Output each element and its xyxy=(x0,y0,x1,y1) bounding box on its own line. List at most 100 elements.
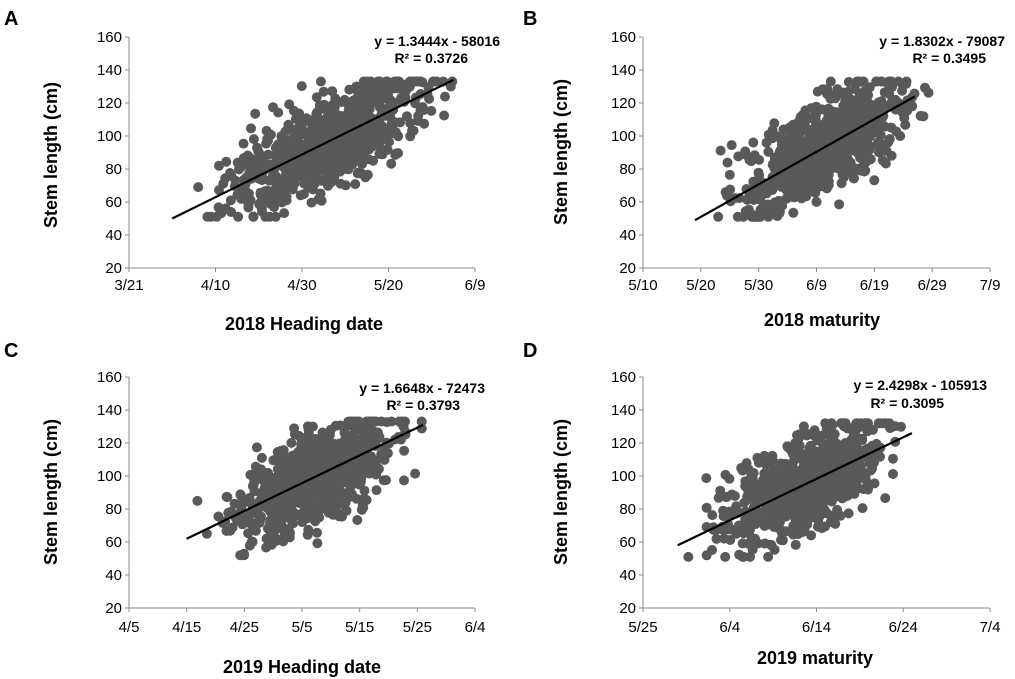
data-point xyxy=(311,458,322,469)
data-point xyxy=(232,157,243,168)
data-point xyxy=(826,426,837,436)
data-point xyxy=(405,118,416,129)
data-point xyxy=(416,416,427,427)
x-tick-label: 5/20 xyxy=(686,277,715,294)
data-point xyxy=(295,447,306,457)
data-point xyxy=(766,451,777,462)
data-point xyxy=(722,157,733,168)
x-tick-label: 5/25 xyxy=(628,619,657,636)
data-point xyxy=(800,515,811,525)
data-point xyxy=(701,473,712,484)
data-point xyxy=(246,123,256,134)
data-point xyxy=(761,188,772,199)
data-point xyxy=(884,89,895,99)
data-point xyxy=(874,139,885,150)
data-point xyxy=(351,493,362,504)
data-point xyxy=(265,471,276,482)
data-point xyxy=(270,150,281,161)
data-point xyxy=(763,146,774,157)
regression-equation: y = 1.3444x - 58016 xyxy=(374,33,500,49)
data-point xyxy=(315,76,326,87)
data-point xyxy=(256,452,267,463)
data-point xyxy=(829,491,840,502)
data-point xyxy=(401,85,411,96)
data-point xyxy=(843,508,854,519)
data-point xyxy=(225,195,236,206)
data-point xyxy=(374,432,385,442)
data-point xyxy=(371,485,382,496)
data-point xyxy=(368,155,379,166)
data-point xyxy=(419,105,429,115)
data-point xyxy=(781,193,792,204)
data-point xyxy=(343,434,354,445)
data-point xyxy=(353,143,364,154)
data-point xyxy=(811,509,822,520)
x-tick-label: 6/4 xyxy=(719,619,740,636)
data-point xyxy=(839,149,850,160)
data-point xyxy=(274,179,285,189)
data-point xyxy=(298,456,308,467)
data-point xyxy=(683,551,694,562)
data-point xyxy=(741,458,752,469)
data-point xyxy=(877,155,888,166)
data-point xyxy=(239,183,250,194)
data-point xyxy=(296,81,307,92)
data-point xyxy=(802,454,813,465)
data-point xyxy=(318,160,329,171)
y-tick-label: 60 xyxy=(619,194,636,211)
r-squared-label: R² = 0.3726 xyxy=(394,50,468,66)
data-point xyxy=(327,151,338,162)
data-point xyxy=(294,108,305,119)
data-point xyxy=(789,188,800,199)
data-point xyxy=(298,189,309,200)
data-point xyxy=(307,446,318,456)
x-tick-label: 5/25 xyxy=(403,619,432,636)
data-point xyxy=(726,140,737,151)
data-point xyxy=(790,539,801,550)
data-point xyxy=(394,416,405,427)
x-tick-label: 7/9 xyxy=(980,277,1001,294)
data-point xyxy=(334,438,345,449)
data-point xyxy=(261,138,272,149)
x-tick-label: 4/10 xyxy=(201,277,230,294)
x-tick-label: 4/5 xyxy=(119,619,140,636)
data-point xyxy=(250,108,261,119)
data-point xyxy=(332,477,343,488)
trend-line xyxy=(694,95,916,222)
data-point xyxy=(713,492,724,503)
data-point xyxy=(787,463,798,474)
data-point xyxy=(399,475,409,486)
data-point xyxy=(248,211,259,222)
data-point xyxy=(273,107,284,118)
data-point xyxy=(292,462,302,473)
r-squared-label: R² = 0.3793 xyxy=(386,397,460,413)
y-tick-label: 20 xyxy=(619,600,636,617)
data-point xyxy=(218,178,229,189)
data-point xyxy=(254,156,265,167)
data-point xyxy=(854,144,865,155)
data-point xyxy=(832,504,843,515)
data-point xyxy=(850,133,861,144)
data-point xyxy=(342,163,353,174)
x-tick-label: 6/9 xyxy=(806,277,827,294)
data-point xyxy=(863,90,874,101)
scatter-plot-a: 20 40 60 80 100 120 140 160 3/21 4/10 4/30 5/20 6/9 xyxy=(97,29,485,294)
data-point xyxy=(382,144,393,155)
y-tick-label: 80 xyxy=(619,161,636,178)
data-point xyxy=(253,504,263,515)
data-point xyxy=(842,449,853,460)
y-axis-title: Stem length (cm) xyxy=(41,82,61,228)
y-tick-label: 120 xyxy=(97,95,122,112)
data-point xyxy=(261,542,272,553)
data-point xyxy=(254,148,265,159)
data-point xyxy=(399,445,410,456)
data-point xyxy=(786,134,797,145)
data-point xyxy=(221,156,232,167)
data-point xyxy=(794,440,805,451)
data-point xyxy=(825,76,836,87)
data-point xyxy=(325,424,336,435)
data-point xyxy=(386,158,397,169)
data-point xyxy=(844,158,855,169)
y-tick-label: 80 xyxy=(105,501,122,518)
